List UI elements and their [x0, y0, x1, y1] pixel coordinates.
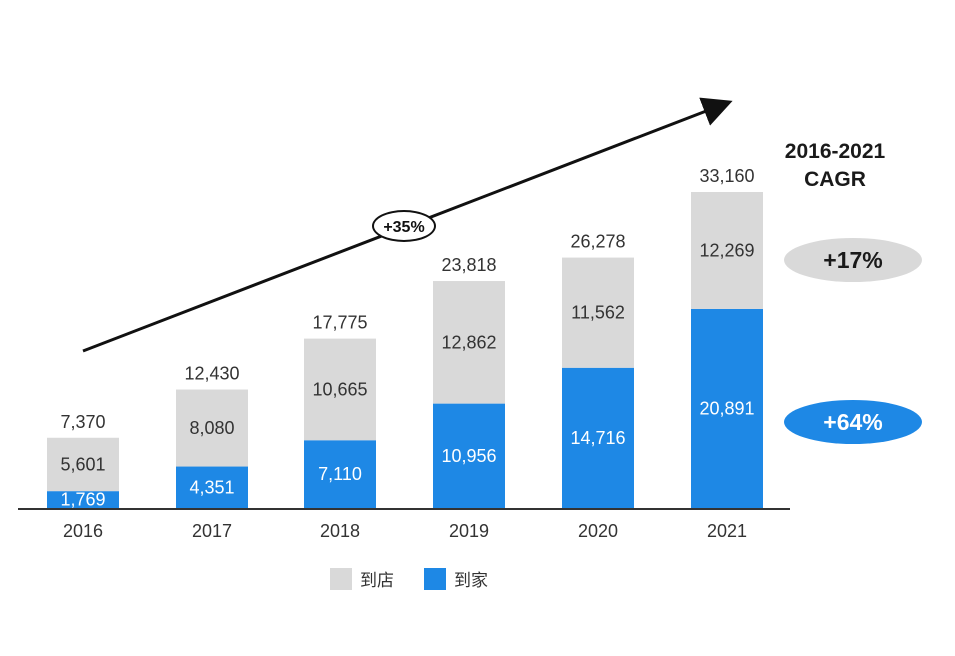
- label-home-2021: 20,891: [699, 398, 754, 418]
- bar-store-2020: [562, 257, 634, 368]
- label-total-2021: 33,160: [699, 166, 754, 186]
- label-home-2018: 7,110: [318, 464, 362, 484]
- label-store-2016: 5,601: [60, 454, 105, 474]
- label-total-2020: 26,278: [570, 232, 625, 252]
- label-total-2018: 17,775: [312, 313, 367, 333]
- bar-store-2016: [47, 437, 119, 492]
- legend-swatch-home: [424, 567, 446, 590]
- label-home-2016: 1,769: [60, 490, 105, 510]
- bar-store-2018: [304, 338, 376, 441]
- label-store-2019: 12,862: [441, 332, 496, 352]
- bar-store-2019: [433, 281, 505, 404]
- bars-group: [47, 192, 763, 508]
- label-total-2016: 7,370: [60, 412, 105, 432]
- label-total-2019: 23,818: [441, 255, 496, 275]
- legend-label-home: 到家: [454, 571, 488, 590]
- x-tick-2019: 2019: [449, 521, 489, 541]
- legend-swatch-store: [330, 567, 352, 590]
- labels-group: 1,769 5,601 7,370 2016 4,351 8,080 12,430 2017 7…: [60, 166, 754, 541]
- label-store-2017: 8,080: [189, 418, 234, 438]
- legend-label-store: 到店: [360, 571, 394, 590]
- x-tick-2020: 2020: [578, 521, 618, 541]
- x-tick-2017: 2017: [192, 521, 232, 541]
- bar-home-2016: [47, 491, 119, 508]
- cagr-home-badge: +64%: [784, 400, 922, 444]
- bar-store-2017: [176, 389, 248, 467]
- cagr-store-badge: +17%: [784, 238, 922, 282]
- label-home-2019: 10,956: [441, 446, 496, 466]
- cagr-title-label: CAGR: [804, 168, 866, 191]
- bar-home-2019: [433, 403, 505, 508]
- bar-home-2018: [304, 440, 376, 508]
- label-home-2020: 14,716: [570, 428, 625, 448]
- bar-home-2017: [176, 466, 248, 508]
- overall-growth-badge: +35%: [372, 210, 436, 242]
- label-store-2021: 12,269: [699, 240, 754, 260]
- bar-store-2021: [691, 192, 763, 309]
- cagr-title-years: 2016-2021: [784, 140, 886, 163]
- legend-item-home: 到家: [424, 566, 488, 591]
- label-home-2017: 4,351: [189, 477, 234, 497]
- bar-home-2021: [691, 308, 763, 508]
- label-total-2017: 12,430: [184, 364, 239, 384]
- label-store-2018: 10,665: [312, 379, 367, 399]
- label-store-2020: 11,562: [571, 303, 625, 323]
- x-tick-2016: 2016: [63, 521, 103, 541]
- legend: 到店 到家: [330, 566, 518, 591]
- cagr-title: 2016-2021 CAGR: [760, 138, 910, 194]
- x-tick-2021: 2021: [707, 521, 747, 541]
- bar-home-2020: [562, 367, 634, 508]
- legend-item-store: 到店: [330, 566, 394, 591]
- x-tick-2018: 2018: [320, 521, 360, 541]
